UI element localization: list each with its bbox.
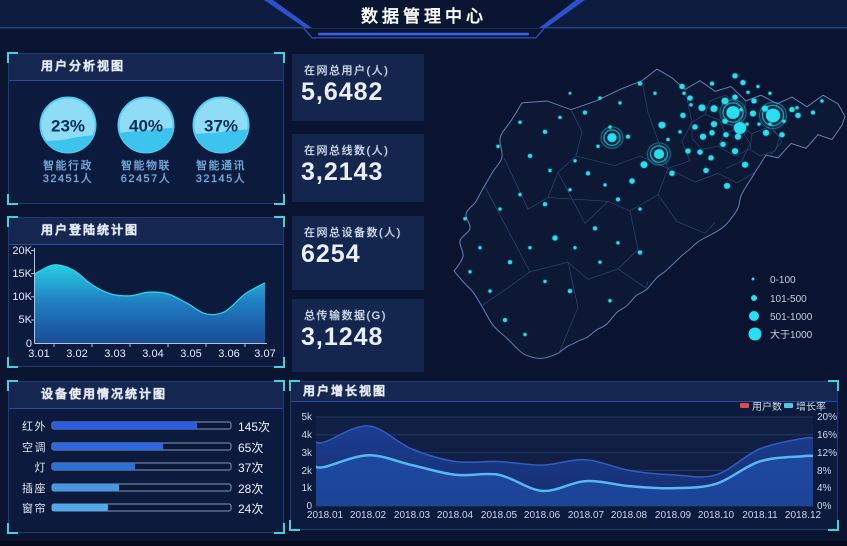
svg-text:501-1000: 501-1000 xyxy=(770,312,813,323)
svg-text:40%: 40% xyxy=(129,117,163,136)
svg-text:101-500: 101-500 xyxy=(770,294,807,305)
svg-text:2018.05: 2018.05 xyxy=(481,510,518,521)
svg-text:0: 0 xyxy=(306,501,312,512)
svg-text:4k: 4k xyxy=(301,430,313,441)
svg-text:3k: 3k xyxy=(301,448,313,459)
svg-text:插座: 插座 xyxy=(22,481,47,495)
svg-text:2018.01: 2018.01 xyxy=(307,510,344,521)
svg-text:0%: 0% xyxy=(817,501,832,512)
svg-text:0: 0 xyxy=(26,338,32,350)
svg-text:20K: 20K xyxy=(12,245,32,257)
svg-text:1k: 1k xyxy=(301,483,313,494)
svg-text:20%: 20% xyxy=(817,412,837,423)
svg-text:12%: 12% xyxy=(817,448,837,459)
svg-text:15K: 15K xyxy=(12,268,32,280)
svg-text:数据管理中心: 数据管理中心 xyxy=(361,6,487,26)
svg-text:3.01: 3.01 xyxy=(28,348,49,360)
svg-text:28次: 28次 xyxy=(238,482,263,496)
svg-text:2018.06: 2018.06 xyxy=(524,510,561,521)
svg-text:2018.07: 2018.07 xyxy=(568,510,605,521)
svg-text:3.07: 3.07 xyxy=(254,348,275,360)
svg-text:5K: 5K xyxy=(19,314,33,326)
svg-text:0-100: 0-100 xyxy=(770,275,796,286)
svg-text:10K: 10K xyxy=(12,291,32,303)
svg-text:3.05: 3.05 xyxy=(180,348,201,360)
svg-text:2k: 2k xyxy=(301,466,313,477)
svg-text:2018.08: 2018.08 xyxy=(611,510,648,521)
svg-text:3.02: 3.02 xyxy=(66,348,87,360)
svg-text:灯: 灯 xyxy=(35,461,48,474)
svg-text:大于1000: 大于1000 xyxy=(770,328,813,341)
svg-text:2018.04: 2018.04 xyxy=(437,510,474,521)
svg-text:37%: 37% xyxy=(204,117,238,136)
svg-text:8%: 8% xyxy=(817,466,832,477)
svg-text:24次: 24次 xyxy=(238,502,263,516)
svg-text:用户数: 用户数 xyxy=(752,402,782,413)
svg-text:3.04: 3.04 xyxy=(142,348,163,360)
svg-text:2018.09: 2018.09 xyxy=(655,510,692,521)
svg-text:16%: 16% xyxy=(817,430,837,441)
svg-text:2018.12: 2018.12 xyxy=(785,510,822,521)
svg-text:5k: 5k xyxy=(301,412,313,423)
svg-text:3.03: 3.03 xyxy=(104,348,125,360)
svg-text:窗帘: 窗帘 xyxy=(22,501,47,515)
svg-text:增长率: 增长率 xyxy=(796,402,826,413)
svg-text:3.06: 3.06 xyxy=(218,348,239,360)
svg-text:65次: 65次 xyxy=(238,441,263,455)
svg-text:4%: 4% xyxy=(817,483,832,494)
svg-text:2018.11: 2018.11 xyxy=(742,510,778,521)
svg-text:145次: 145次 xyxy=(238,420,270,434)
svg-text:2018.10: 2018.10 xyxy=(698,510,735,521)
svg-text:37次: 37次 xyxy=(238,461,263,475)
svg-text:红外: 红外 xyxy=(22,420,47,433)
svg-text:空调: 空调 xyxy=(22,440,47,454)
svg-text:2018.03: 2018.03 xyxy=(394,510,431,521)
svg-text:2018.02: 2018.02 xyxy=(350,510,387,521)
svg-text:23%: 23% xyxy=(51,117,85,136)
